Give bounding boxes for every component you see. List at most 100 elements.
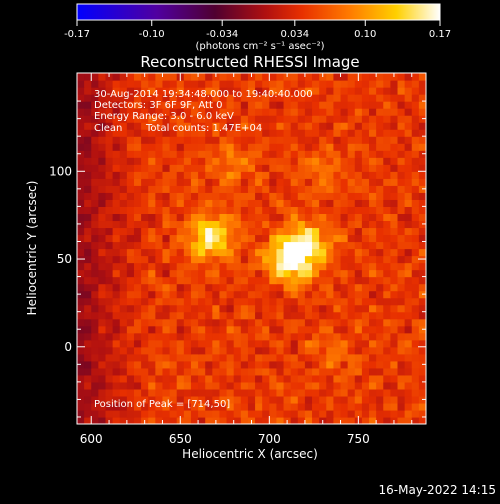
heatmap-cell xyxy=(141,269,149,278)
heatmap-cell xyxy=(183,290,192,299)
heatmap-cell xyxy=(354,136,363,144)
heatmap-cell xyxy=(119,381,128,390)
heatmap-cell xyxy=(212,290,221,299)
heatmap-cell xyxy=(133,87,142,95)
heatmap-cell xyxy=(326,157,335,165)
heatmap-cell xyxy=(198,290,206,299)
heatmap-cell xyxy=(91,80,99,88)
heatmap-cell xyxy=(91,108,99,116)
heatmap-cell xyxy=(226,73,235,81)
heatmap-cell xyxy=(397,164,406,172)
heatmap-cell xyxy=(91,381,99,390)
heatmap-cell xyxy=(369,416,377,424)
heatmap-cell xyxy=(183,360,192,369)
footer-timestamp: 16-May-2022 14:15 xyxy=(379,483,496,497)
heatmap-cell xyxy=(205,87,213,95)
heatmap-cell xyxy=(176,381,185,390)
heatmap-cell xyxy=(312,213,320,222)
heatmap-cell xyxy=(169,276,178,285)
heatmap-cell xyxy=(247,129,256,137)
heatmap-cell xyxy=(347,297,356,306)
heatmap-cell xyxy=(347,276,356,285)
heatmap-cell xyxy=(304,213,313,222)
heatmap-cell xyxy=(397,185,406,193)
heatmap-cell xyxy=(84,129,92,137)
heatmap-cell xyxy=(133,241,142,250)
heatmap-cell xyxy=(190,388,199,397)
heatmap-cell xyxy=(219,234,228,243)
heatmap-cell xyxy=(247,346,256,355)
heatmap-cell xyxy=(262,129,270,137)
heatmap-cell xyxy=(276,143,285,151)
heatmap-cell xyxy=(319,234,327,243)
heatmap-cell xyxy=(119,283,128,292)
heatmap-cell xyxy=(418,276,426,285)
heatmap-cell xyxy=(141,276,149,285)
heatmap-cell xyxy=(84,374,92,383)
heatmap-cell xyxy=(84,122,92,130)
heatmap-cell xyxy=(240,325,249,334)
heatmap-cell xyxy=(148,171,156,179)
heatmap-cell xyxy=(304,374,313,383)
heatmap-cell xyxy=(133,234,142,243)
heatmap-cell xyxy=(369,136,377,144)
heatmap-cell xyxy=(198,164,206,172)
heatmap-cell xyxy=(319,360,327,369)
heatmap-cell xyxy=(347,185,356,193)
heatmap-cell xyxy=(390,395,399,404)
heatmap-cell xyxy=(369,220,377,229)
heatmap-cell xyxy=(418,80,426,88)
heatmap-cell xyxy=(247,318,256,327)
heatmap-cell xyxy=(205,122,213,130)
heatmap-cell xyxy=(376,80,384,88)
heatmap-cell xyxy=(240,283,249,292)
heatmap-cell xyxy=(276,318,285,327)
heatmap-cell xyxy=(304,360,313,369)
heatmap-cell xyxy=(354,80,363,88)
heatmap-cell xyxy=(354,234,363,243)
heatmap-cell xyxy=(354,185,363,193)
heatmap-cell xyxy=(326,318,335,327)
heatmap-cell xyxy=(141,360,149,369)
heatmap-cell xyxy=(255,318,263,327)
heatmap-cell xyxy=(276,381,285,390)
heatmap-cell xyxy=(169,220,178,229)
heatmap-cell xyxy=(190,136,199,144)
heatmap-cell xyxy=(91,143,99,151)
heatmap-cell xyxy=(269,304,278,313)
heatmap-cell xyxy=(262,325,270,334)
heatmap-cell xyxy=(105,115,114,123)
heatmap-cell xyxy=(169,73,178,81)
heatmap-cell xyxy=(169,416,178,424)
heatmap-cell xyxy=(376,192,384,200)
heatmap-cell xyxy=(98,73,107,81)
heatmap-cell xyxy=(247,353,256,362)
heatmap-cell xyxy=(418,122,426,130)
heatmap-cell xyxy=(247,255,256,264)
heatmap-cell xyxy=(233,87,242,95)
heatmap-cell xyxy=(233,206,242,214)
heatmap-cell xyxy=(98,122,107,130)
heatmap-cell xyxy=(312,409,320,418)
heatmap-cell xyxy=(361,339,370,348)
heatmap-cell xyxy=(411,360,420,369)
heatmap-cell xyxy=(290,318,299,327)
heatmap-cell xyxy=(84,157,92,165)
heatmap-cell xyxy=(212,360,221,369)
heatmap-cell xyxy=(376,129,384,137)
heatmap-cell xyxy=(84,199,92,207)
heatmap-cell xyxy=(112,374,121,383)
annotation-peak-position: Position of Peak = [714,50] xyxy=(94,399,230,410)
heatmap-cell xyxy=(376,353,384,362)
heatmap-cell xyxy=(340,276,349,285)
heatmap-cell xyxy=(176,241,185,250)
heatmap-cell xyxy=(112,297,121,306)
heatmap-cell xyxy=(247,192,256,200)
heatmap-cell xyxy=(340,416,349,424)
heatmap-cell xyxy=(340,213,349,222)
heatmap-cell xyxy=(226,276,235,285)
heatmap-cell xyxy=(319,353,327,362)
heatmap-cell xyxy=(98,402,107,411)
heatmap-cell xyxy=(183,269,192,278)
heatmap-cell xyxy=(98,94,107,102)
